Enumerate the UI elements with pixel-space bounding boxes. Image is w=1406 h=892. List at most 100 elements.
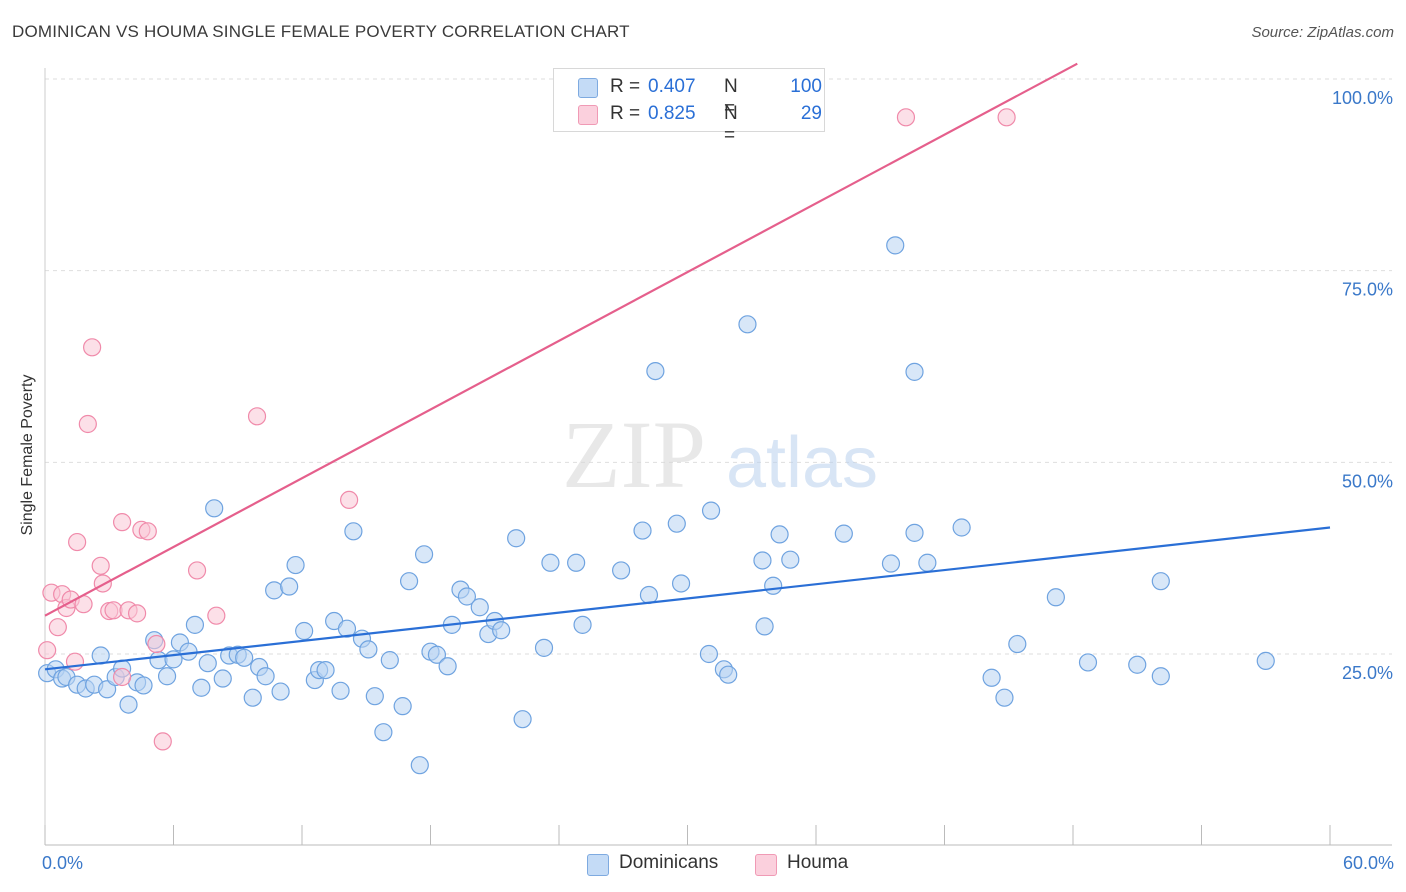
dominican-point	[399, 572, 419, 591]
dominican-point	[410, 756, 429, 775]
dominican-point	[995, 688, 1014, 707]
dominican-point	[365, 687, 384, 706]
legend-swatch-dominicans	[578, 78, 598, 98]
stats-legend: R = 0.407 N = 100 R = 0.825 N = 29	[553, 68, 825, 146]
legend-r-label: R =	[610, 76, 641, 97]
houma-point	[83, 338, 102, 357]
dominican-point	[393, 697, 412, 716]
dominican-point	[198, 654, 217, 673]
dominican-point	[359, 640, 378, 659]
houma-point	[91, 556, 110, 575]
houma-trend-line	[44, 62, 1078, 617]
dominican-point	[157, 667, 177, 686]
houma-point	[68, 532, 87, 552]
dominican-point	[271, 682, 290, 701]
houma-point	[112, 667, 132, 687]
dominican-point	[280, 577, 299, 596]
bottom-legend-swatch-houma	[755, 854, 777, 876]
dominican-point	[1256, 651, 1275, 671]
dominican-point	[380, 651, 399, 670]
dominican-point	[286, 555, 305, 575]
data-points	[38, 108, 1275, 775]
legend-n-label: N =	[724, 76, 738, 119]
dominican-point	[344, 522, 363, 541]
dominican-point	[755, 617, 774, 636]
houma-point	[138, 522, 157, 541]
bottom-legend-label-houma: Houma	[787, 852, 849, 873]
dominican-point	[438, 657, 457, 676]
dominican-point	[331, 681, 350, 700]
dominican-point	[753, 551, 772, 570]
dominican-point	[1151, 572, 1170, 591]
dominican-point	[205, 499, 224, 518]
dominican-point	[134, 676, 153, 695]
dominican-trend-line	[44, 526, 1331, 671]
dominican-point	[612, 561, 631, 580]
dominican-point	[470, 598, 489, 617]
houma-point	[340, 490, 359, 509]
legend-r-label: R =	[610, 103, 641, 124]
bottom-legend-swatch-dominicans	[587, 854, 609, 876]
dominican-point	[699, 644, 719, 664]
dominican-point	[265, 581, 284, 600]
legend-r-value: 0.407	[648, 76, 696, 97]
dominican-point	[374, 723, 393, 742]
dominican-point	[573, 615, 592, 634]
dominican-point	[667, 514, 686, 533]
x-tick-label-min: 0.0%	[42, 853, 83, 873]
dominican-point	[414, 545, 434, 564]
dominican-point	[179, 642, 198, 661]
dominican-point	[534, 638, 554, 657]
dominican-point	[256, 667, 275, 686]
y-tick-label: 100.0%	[1332, 88, 1393, 108]
dominican-point	[567, 553, 586, 572]
legend-r-value: 0.825	[648, 103, 696, 124]
dominican-point	[337, 619, 357, 638]
x-axis	[44, 68, 1392, 846]
dominican-point	[646, 362, 665, 381]
houma-point	[112, 513, 132, 532]
dominican-point	[492, 621, 511, 640]
dominican-point	[764, 576, 783, 595]
dominican-point	[982, 668, 1001, 687]
dominican-point	[1128, 655, 1147, 674]
dominican-point	[671, 574, 691, 593]
dominican-point	[507, 529, 526, 548]
dominican-point	[192, 678, 211, 697]
legend-swatch-houma	[578, 105, 598, 125]
houma-point	[896, 108, 916, 127]
watermark-atlas: atlas	[726, 423, 878, 503]
dominican-point	[701, 501, 721, 520]
legend-n-label: N =	[724, 103, 738, 146]
houma-point	[247, 407, 267, 426]
houma-point	[153, 732, 172, 751]
dominican-point	[513, 710, 532, 729]
dominican-point	[633, 521, 652, 540]
source-label: Source: ZipAtlas.com	[1251, 24, 1394, 41]
dominican-point	[295, 621, 314, 641]
dominican-point	[541, 553, 560, 572]
houma-point	[48, 618, 67, 637]
legend-n-value: 29	[800, 103, 822, 124]
y-tick-labels: 25.0% 50.0% 75.0% 100.0%	[1332, 88, 1393, 683]
bottom-legend-label-dominicans: Dominicans	[619, 852, 719, 873]
dominican-point	[427, 645, 447, 664]
houma-point	[78, 414, 97, 434]
x-tick-label-max: 60.0%	[1343, 853, 1394, 873]
dominican-point	[213, 669, 232, 688]
houma-point	[38, 641, 57, 660]
trend-lines	[44, 62, 1331, 671]
dominican-point	[316, 660, 335, 680]
dominican-point	[719, 665, 738, 684]
dominican-point	[1078, 653, 1098, 672]
dominican-point	[235, 648, 254, 667]
dominican-point	[738, 315, 757, 334]
dominican-point	[881, 554, 901, 573]
houma-point	[207, 606, 226, 625]
watermark-zip: ZIP	[562, 401, 706, 508]
dominican-point	[834, 524, 853, 543]
houma-point	[147, 634, 166, 654]
y-tick-label: 25.0%	[1342, 663, 1393, 683]
dominican-point	[1008, 634, 1027, 654]
